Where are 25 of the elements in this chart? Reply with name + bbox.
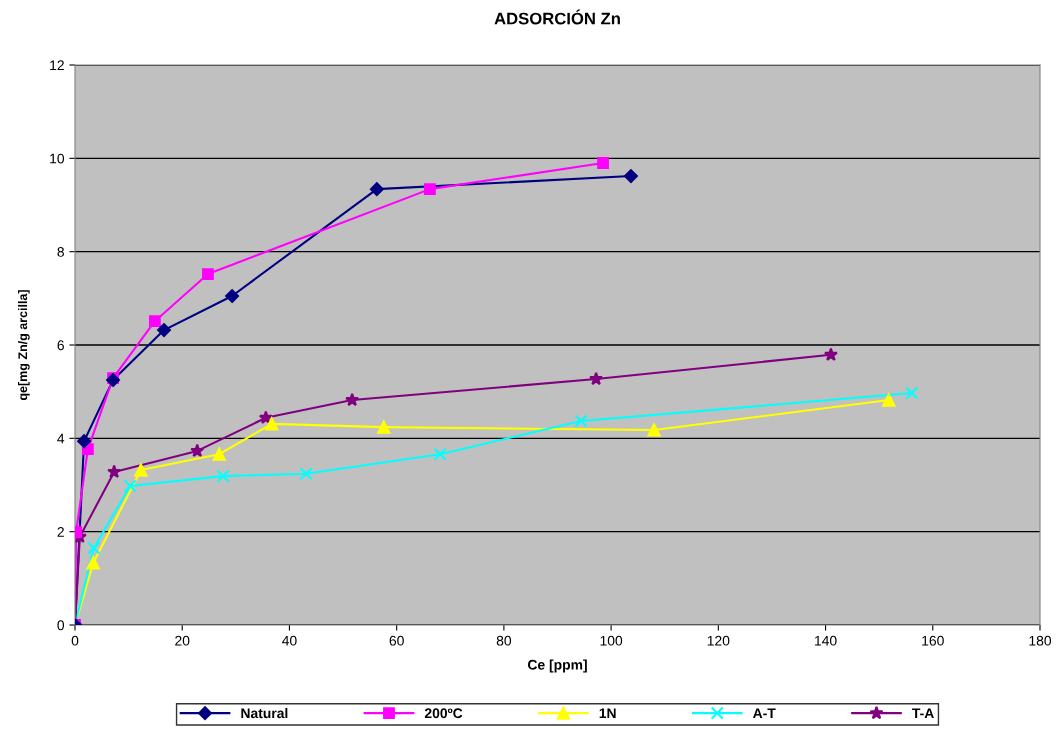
x-tick-label: 60	[389, 635, 404, 646]
legend-label: A-T	[753, 708, 776, 719]
y-tick-label: 12	[50, 60, 64, 71]
legend-label: Natural	[241, 707, 288, 719]
y-tick-label: 8	[57, 247, 64, 257]
x-tick-label: 100	[600, 635, 623, 646]
chart-title: ADSORCIÓN Zn	[494, 9, 620, 25]
x-axis-title: Ce [ppm]	[527, 659, 587, 673]
legend-label: 1N	[599, 708, 616, 719]
x-tick-label: 120	[707, 635, 730, 646]
x-tick-label: 160	[922, 635, 944, 646]
y-tick-label: 0	[57, 620, 65, 631]
x-tick-label: 0	[71, 635, 79, 646]
y-tick-label: 10	[50, 153, 65, 164]
x-tick-label: 140	[815, 635, 837, 646]
legend-label: T-A	[912, 708, 934, 719]
y-tick-label: 6	[57, 340, 64, 351]
x-tick-label: 80	[496, 635, 512, 646]
y-axis-title: qe[mg Zn/g arcilla]	[17, 290, 30, 401]
x-tick-label: 180	[1029, 635, 1052, 646]
y-tick-label: 4	[57, 433, 65, 444]
y-tick-label: 2	[57, 527, 64, 537]
x-tick-label: 40	[282, 635, 297, 646]
legend-label: 200ºC	[424, 708, 463, 719]
x-tick-label: 20	[175, 635, 190, 646]
